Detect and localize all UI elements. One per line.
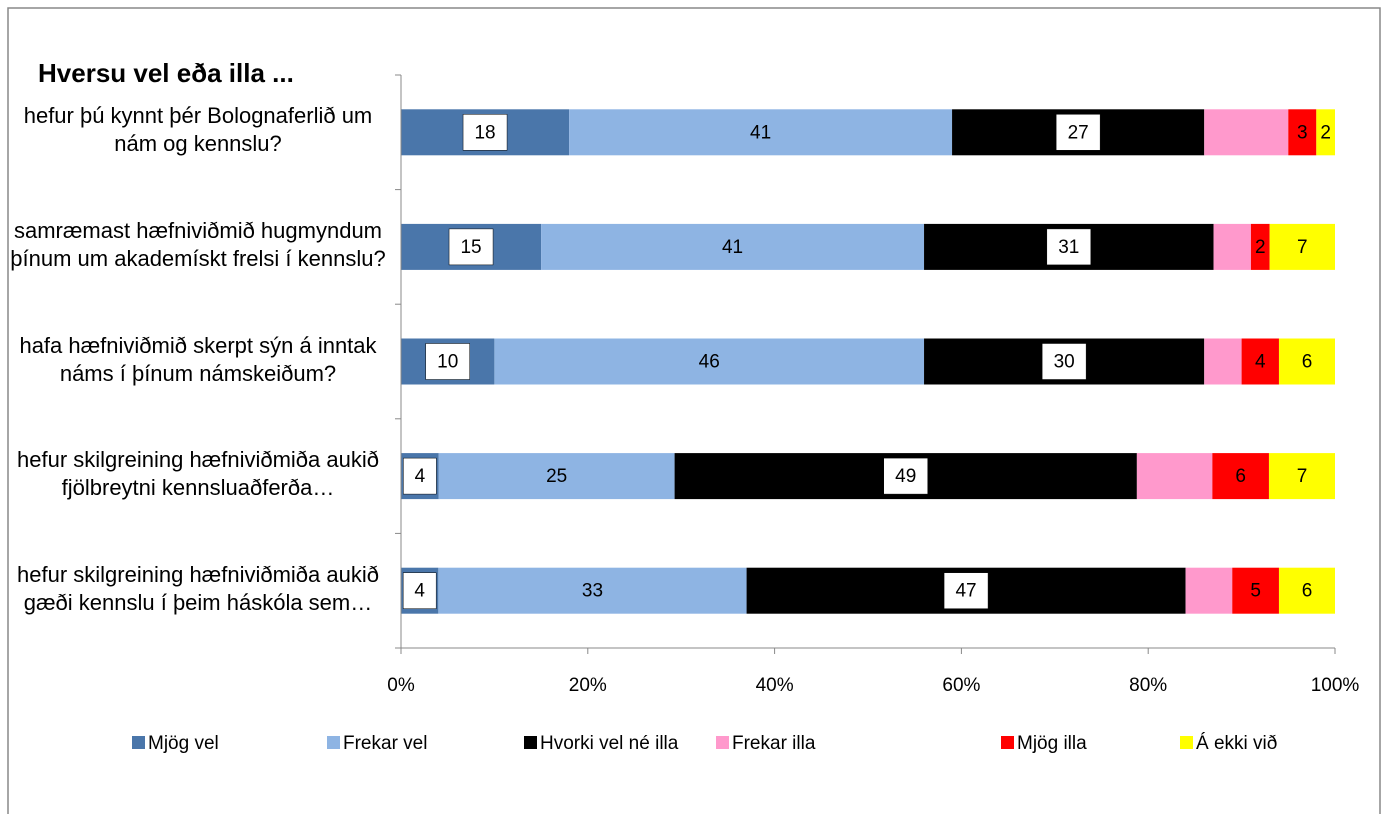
data-label: 46: [699, 352, 720, 373]
data-label: 6: [1302, 581, 1313, 602]
data-label: 18: [474, 122, 495, 143]
bar-segment: [1316, 109, 1335, 156]
bar-segment: [494, 338, 925, 385]
data-label: 10: [437, 352, 458, 373]
bar-segment: [1136, 453, 1213, 500]
bar-segment: [1204, 338, 1242, 385]
x-tick-label: 60%: [942, 675, 980, 696]
x-tick-label: 100%: [1311, 675, 1360, 696]
category-label: hefur skilgreining hæfniviðmiða aukið fj…: [17, 447, 379, 501]
legend-swatch: [1180, 736, 1193, 749]
data-label: 6: [1302, 352, 1313, 373]
legend-swatch: [132, 736, 145, 749]
bar-segment: [1241, 338, 1279, 385]
legend-label: Hvorki vel né illa: [540, 733, 679, 754]
category-label: hefur þú kynnt þér Bolognaferlið um nám …: [23, 103, 373, 157]
chart-title: Hversu vel eða illa ...: [38, 58, 294, 88]
data-label: 4: [414, 581, 425, 602]
data-label: 4: [415, 466, 426, 487]
legend-label: Mjög illa: [1017, 733, 1087, 754]
x-tick-label: 20%: [569, 675, 607, 696]
bar-segment: [1278, 567, 1335, 614]
bar-segment: [1232, 567, 1279, 614]
category-label: hafa hæfniviðmið skerpt sýn á inntak nám…: [19, 332, 377, 386]
legend-swatch: [1001, 736, 1014, 749]
data-label-box: [448, 228, 494, 266]
data-label: 33: [582, 581, 603, 602]
bar-segment: [541, 223, 925, 270]
data-label-box: [883, 457, 928, 495]
data-label: 2: [1320, 122, 1331, 143]
bar-segment: [1278, 338, 1335, 385]
data-label: 3: [1297, 122, 1308, 143]
data-label-box: [402, 572, 437, 609]
bar-segment: [1185, 567, 1233, 614]
legend-label: Frekar illa: [732, 733, 816, 754]
data-label: 4: [1255, 352, 1266, 373]
bar-segment: [438, 453, 675, 500]
x-tick-label: 40%: [756, 675, 794, 696]
data-label-box: [1046, 228, 1092, 266]
data-label: 5: [1250, 581, 1261, 602]
bar-segment: [1268, 453, 1335, 500]
category-label: samræmast hæfniviðmið hugmyndum þínum um…: [10, 217, 386, 271]
bar-segment: [1250, 223, 1270, 270]
data-label: 30: [1054, 352, 1075, 373]
legend-swatch: [524, 736, 537, 749]
bar-segment: [438, 567, 747, 614]
chart-frame: [7, 7, 1381, 814]
bar-segment: [569, 109, 953, 156]
bar-segment: [1212, 453, 1269, 500]
data-label: 27: [1068, 122, 1089, 143]
data-label-box: [1055, 114, 1101, 151]
data-label-box: [425, 343, 470, 380]
bar-segment: [1204, 109, 1289, 156]
data-label-box: [403, 457, 437, 495]
data-label-box: [943, 572, 989, 609]
data-label: 47: [955, 581, 976, 602]
bar-segment: [1288, 109, 1317, 156]
legend-label: Mjög vel: [148, 733, 219, 754]
data-label: 41: [722, 237, 743, 258]
data-label-box: [462, 114, 508, 151]
data-label: 7: [1297, 466, 1308, 487]
legend-label: Frekar vel: [343, 733, 427, 754]
bar-segment: [1213, 223, 1251, 270]
data-label-box: [1041, 343, 1087, 380]
category-label: hefur skilgreining hæfniviðmiða aukið gæ…: [17, 561, 379, 615]
data-label: 2: [1255, 237, 1266, 258]
x-tick-label: 80%: [1129, 675, 1167, 696]
data-label: 25: [546, 466, 567, 487]
data-label: 49: [895, 466, 916, 487]
bar-segment: [1269, 223, 1335, 270]
x-tick-label: 0%: [387, 675, 415, 696]
legend-swatch: [716, 736, 729, 749]
legend-label: Á ekki við: [1196, 733, 1277, 754]
data-label: 7: [1297, 237, 1308, 258]
data-label: 41: [750, 122, 771, 143]
data-label: 6: [1235, 466, 1246, 487]
data-label: 31: [1058, 237, 1079, 258]
legend-swatch: [327, 736, 340, 749]
data-label: 15: [460, 237, 481, 258]
